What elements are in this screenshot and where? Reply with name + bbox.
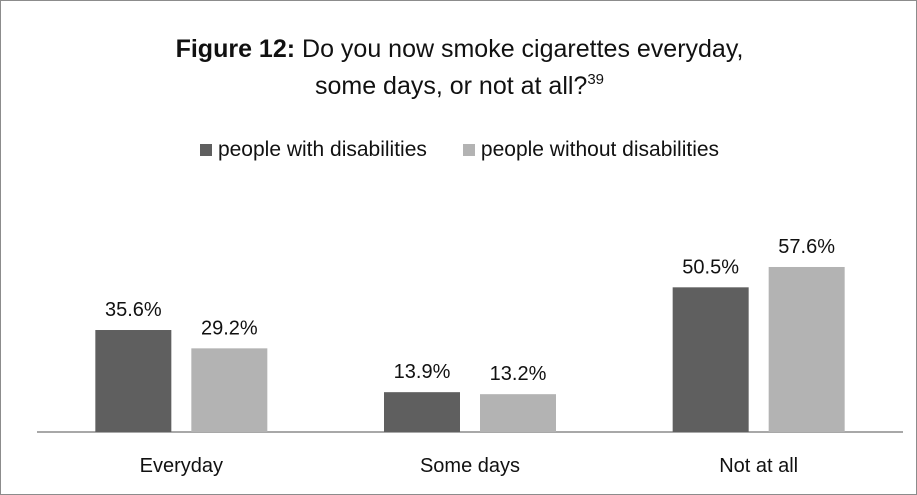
- legend-swatch-without: [462, 144, 475, 156]
- bar-with-2: [672, 287, 749, 432]
- category-label-0: Everyday: [140, 455, 223, 477]
- chart-legend: people with disabilities people without …: [1, 137, 917, 163]
- data-label-with-1: 13.9%: [394, 361, 451, 383]
- data-label-with-2: 50.5%: [682, 256, 739, 278]
- bar-without-0: [191, 348, 268, 432]
- category-label-2: Not at all: [719, 455, 798, 477]
- legend-label-with: people with disabilities: [217, 138, 427, 161]
- data-label-without-1: 13.2%: [490, 363, 547, 385]
- title-line1: Do you now smoke cigarettes everyday,: [295, 35, 744, 63]
- legend-swatch-with: [199, 144, 212, 156]
- data-label-without-2: 57.6%: [778, 236, 835, 258]
- bar-with-1: [384, 392, 460, 432]
- legend-item-without: people without disabilities: [462, 137, 720, 163]
- data-label-with-0: 35.6%: [105, 299, 162, 321]
- bar-with-0: [95, 330, 172, 432]
- title-prefix: Figure 12:: [175, 35, 296, 63]
- legend-item-with: people with disabilities: [199, 137, 427, 163]
- title-line2: some days, or not at all?: [314, 72, 588, 100]
- bar-without-2: [768, 266, 845, 432]
- bar-without-1: [480, 394, 556, 432]
- chart-title: Figure 12: Do you now smoke cigarettes e…: [1, 31, 917, 105]
- category-label-1: Some days: [420, 455, 520, 477]
- legend-label-without: people without disabilities: [480, 138, 720, 161]
- title-footnote: 39: [587, 71, 605, 88]
- data-label-without-0: 29.2%: [201, 317, 258, 339]
